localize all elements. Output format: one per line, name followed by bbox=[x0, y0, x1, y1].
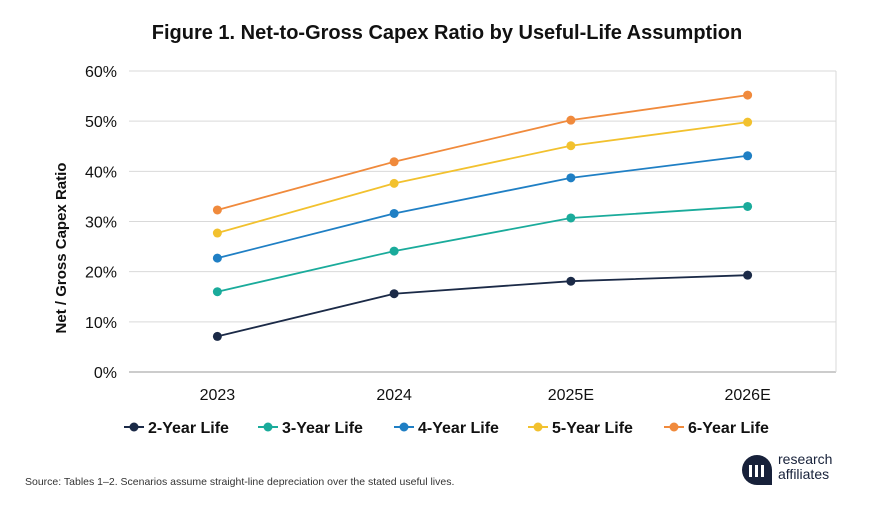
data-point bbox=[212, 287, 222, 297]
y-tick-label: 50% bbox=[85, 114, 117, 131]
legend: 2-Year Life 3-Year Life 4-Year Life 5-Year … bbox=[124, 420, 769, 437]
data-point bbox=[566, 115, 576, 125]
x-tick-label: 2025E bbox=[548, 387, 594, 404]
series-line bbox=[217, 121, 748, 234]
legend-swatch-marker bbox=[263, 422, 273, 432]
logo-line-1: research bbox=[778, 451, 833, 467]
data-point bbox=[743, 201, 753, 211]
data-point bbox=[389, 157, 399, 167]
legend-label: 6-Year Life bbox=[688, 420, 769, 437]
data-point bbox=[566, 173, 576, 183]
source-note: Source: Tables 1–2. Scenarios assume str… bbox=[25, 476, 455, 488]
x-axis-ticks: 2023 2024 2025E 2026E bbox=[200, 387, 771, 404]
series-line bbox=[217, 94, 748, 211]
legend-label: 4-Year Life bbox=[418, 420, 499, 437]
y-tick-label: 10% bbox=[85, 315, 117, 332]
legend-swatch-marker bbox=[533, 422, 543, 432]
data-point bbox=[389, 208, 399, 218]
chart-title: Figure 1. Net-to-Gross Capex Ratio by Us… bbox=[151, 22, 743, 44]
data-point bbox=[743, 90, 753, 100]
x-tick-label: 2026E bbox=[724, 387, 770, 404]
series-line bbox=[217, 205, 748, 293]
data-point bbox=[566, 276, 576, 286]
y-tick-label: 20% bbox=[85, 265, 117, 282]
y-tick-label: 60% bbox=[85, 64, 117, 81]
logo-mark-icon bbox=[742, 455, 772, 485]
data-point bbox=[743, 117, 753, 127]
data-point bbox=[743, 270, 753, 280]
data-point bbox=[212, 331, 222, 341]
data-point bbox=[212, 253, 222, 263]
legend-label: 5-Year Life bbox=[552, 420, 633, 437]
legend-swatch-marker bbox=[129, 422, 139, 432]
y-tick-label: 40% bbox=[85, 164, 117, 181]
data-point bbox=[212, 205, 222, 215]
series-line bbox=[217, 154, 748, 259]
data-point bbox=[566, 141, 576, 151]
data-point bbox=[389, 246, 399, 256]
x-tick-label: 2023 bbox=[200, 387, 236, 404]
data-point bbox=[743, 151, 753, 161]
data-point bbox=[389, 289, 399, 299]
series-line bbox=[217, 274, 748, 338]
x-tick-label: 2024 bbox=[376, 387, 412, 404]
y-axis-label: Net / Gross Capex Ratio bbox=[53, 163, 70, 334]
legend-swatch-marker bbox=[669, 422, 679, 432]
series-lines bbox=[212, 90, 753, 341]
data-point bbox=[389, 178, 399, 188]
legend-swatch-marker bbox=[399, 422, 409, 432]
logo-line-2: affiliates bbox=[778, 466, 830, 482]
y-tick-label: 30% bbox=[85, 215, 117, 232]
y-axis-ticks: 0% 10% 20% 30% 40% 50% 60% bbox=[85, 64, 117, 382]
data-point bbox=[566, 213, 576, 223]
gridlines bbox=[129, 70, 837, 373]
y-tick-label: 0% bbox=[94, 365, 117, 382]
data-point bbox=[212, 228, 222, 238]
research-affiliates-logo: research affiliates bbox=[742, 452, 852, 492]
legend-label: 2-Year Life bbox=[148, 420, 229, 437]
legend-label: 3-Year Life bbox=[282, 420, 363, 437]
logo-wordmark: research affiliates bbox=[778, 452, 832, 482]
